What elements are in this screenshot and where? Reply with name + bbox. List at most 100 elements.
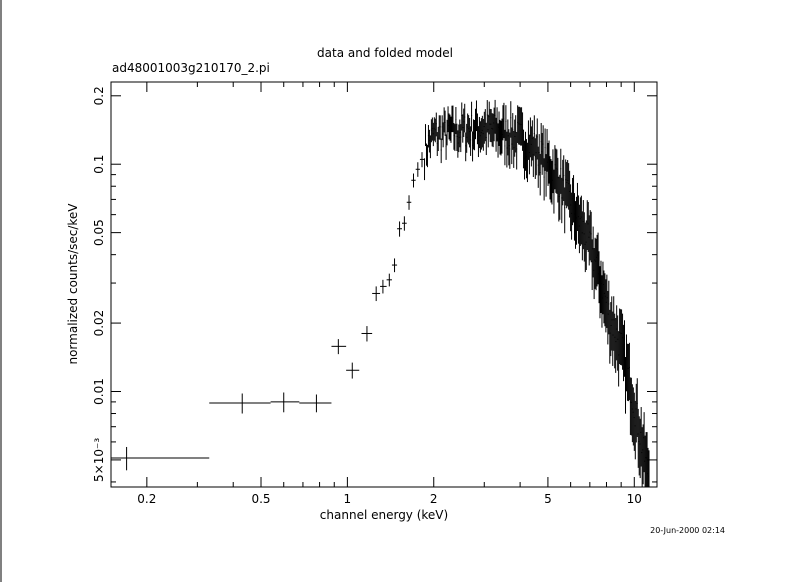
data-point <box>643 412 645 473</box>
data-point <box>574 201 576 249</box>
data-point <box>629 377 631 435</box>
data-point <box>646 432 648 487</box>
x-tick-label: 0.5 <box>251 492 270 506</box>
x-axis-label: channel energy (keV) <box>320 508 448 522</box>
data-point <box>634 400 636 460</box>
data-point <box>482 118 484 151</box>
data-point <box>570 184 572 232</box>
y-tick-label: 0.02 <box>92 310 106 337</box>
data-point <box>475 100 477 132</box>
data-point <box>588 215 590 266</box>
data-point <box>540 122 542 165</box>
data-point <box>583 212 585 262</box>
data-point <box>648 450 650 487</box>
data-point <box>636 378 638 438</box>
data-point <box>473 119 475 150</box>
data-point <box>451 105 453 133</box>
data-point <box>546 128 548 172</box>
data-point <box>523 129 525 169</box>
data-point <box>603 270 605 324</box>
data-point <box>552 149 554 194</box>
data-point <box>635 383 637 443</box>
data-point <box>415 162 420 177</box>
data-point <box>484 109 486 142</box>
y-axis: 5×10⁻³ 0.01 0.02 0.05 0.1 0.2 <box>92 86 657 483</box>
y-tick-label: 0.1 <box>92 155 106 174</box>
data-point <box>545 154 547 197</box>
data-point <box>539 153 541 196</box>
data-point <box>550 159 552 203</box>
data-point <box>502 105 504 141</box>
data-point <box>443 107 445 133</box>
data-point <box>548 140 550 184</box>
data-point <box>500 120 502 156</box>
data-point <box>504 129 506 166</box>
data-point <box>428 129 430 153</box>
data-point <box>450 116 452 143</box>
data-point <box>597 232 599 285</box>
data-point <box>489 108 491 142</box>
data-point <box>468 115 470 145</box>
data-point <box>411 173 416 188</box>
data-point <box>642 424 644 485</box>
data-point <box>436 132 438 157</box>
data-point <box>493 107 495 142</box>
data-point <box>586 200 588 251</box>
data-point <box>459 119 461 148</box>
data-point <box>571 192 573 240</box>
data-points <box>111 99 650 487</box>
chart-subtitle: ad48001003g210170_2.pi <box>112 61 270 75</box>
data-point <box>589 210 591 261</box>
data-point <box>448 113 450 140</box>
data-point <box>432 122 434 147</box>
data-point <box>485 122 487 156</box>
data-point <box>580 195 582 245</box>
data-point <box>616 305 618 361</box>
data-point <box>474 119 476 151</box>
data-point <box>458 124 460 153</box>
data-point <box>456 123 458 151</box>
data-point <box>503 102 505 139</box>
data-point <box>581 211 583 261</box>
data-point <box>391 258 398 273</box>
data-point <box>620 309 622 365</box>
data-point <box>531 120 533 161</box>
data-point <box>613 296 615 351</box>
data-point <box>604 273 606 327</box>
data-point <box>595 238 597 291</box>
data-point <box>590 211 592 263</box>
data-point <box>647 447 649 487</box>
data-point <box>626 343 628 401</box>
data-point <box>607 290 609 345</box>
chart-title: data and folded model <box>317 46 453 60</box>
plot-area <box>110 81 658 488</box>
data-point <box>619 308 621 365</box>
data-point <box>638 416 640 476</box>
data-point <box>518 106 520 145</box>
data-point <box>495 117 497 152</box>
data-point <box>380 279 387 294</box>
data-point <box>602 261 604 315</box>
data-point <box>372 286 381 302</box>
data-point <box>430 119 432 143</box>
data-point <box>462 114 464 143</box>
y-axis-label: normalized counts/sec/keV <box>66 203 80 365</box>
data-point <box>491 113 493 147</box>
data-point <box>513 130 515 168</box>
data-point <box>270 392 300 413</box>
data-point <box>609 309 611 364</box>
data-point <box>406 195 412 210</box>
data-point <box>346 362 360 379</box>
data-point <box>587 201 589 252</box>
data-point <box>331 339 347 355</box>
data-point <box>553 169 555 214</box>
data-point <box>628 342 630 401</box>
data-point <box>575 196 577 245</box>
data-point <box>437 126 439 152</box>
data-point <box>439 115 441 140</box>
data-point <box>564 187 566 234</box>
data-point <box>617 315 619 371</box>
x-tick-label: 10 <box>627 492 642 506</box>
data-point <box>465 132 467 162</box>
data-point <box>555 148 557 193</box>
